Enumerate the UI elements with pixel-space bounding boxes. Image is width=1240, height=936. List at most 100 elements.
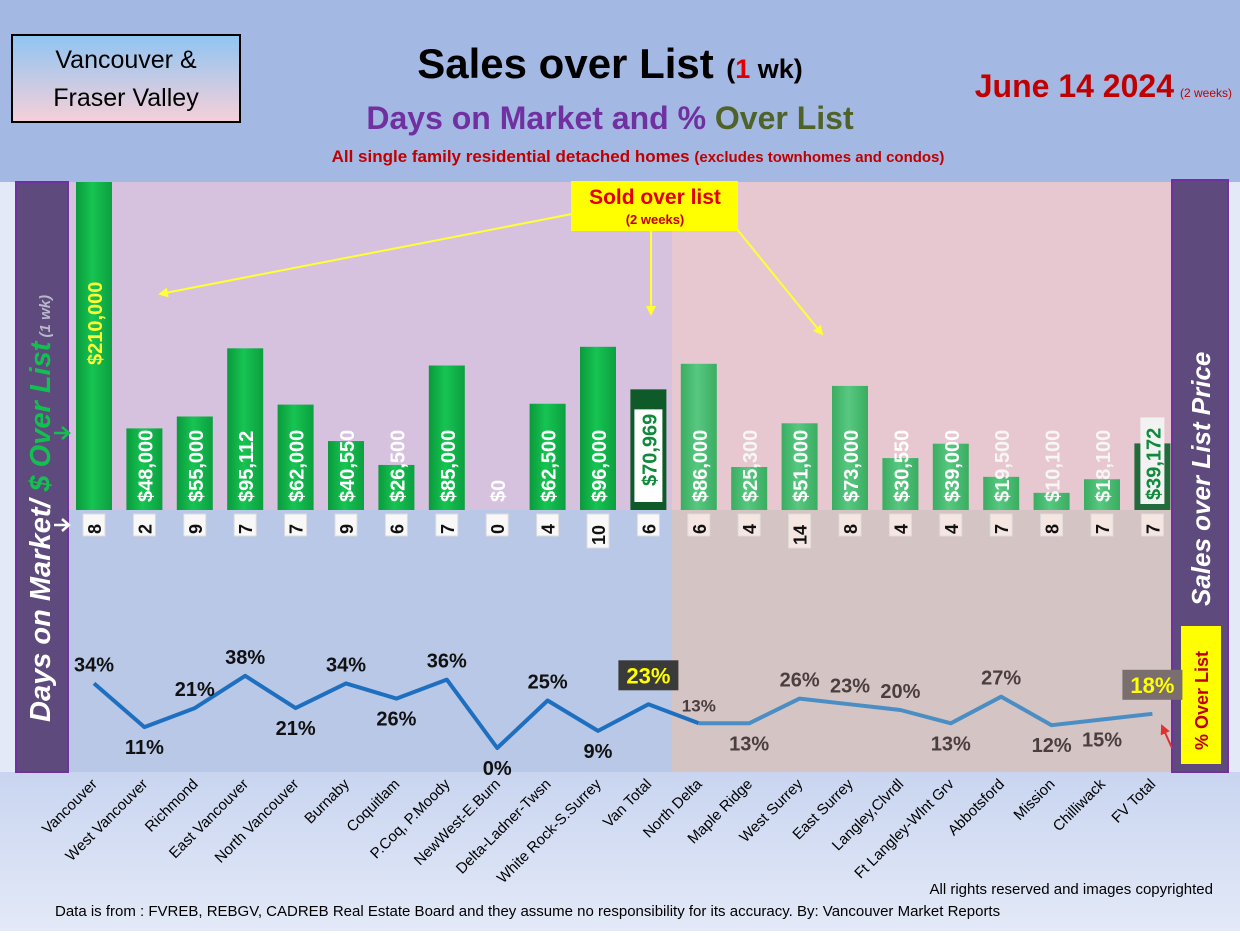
- bar-value-label: $19,500: [992, 430, 1014, 502]
- pct-label: 27%: [981, 668, 1021, 690]
- bar-value-label: $25,300: [740, 430, 762, 502]
- bar-8: [428, 365, 465, 510]
- pct-label: 38%: [225, 647, 265, 669]
- days-label: 7: [236, 524, 256, 534]
- pct-label: 21%: [276, 718, 316, 740]
- fv-bars-band: [672, 182, 1172, 510]
- bar-19: [983, 476, 1020, 510]
- days-box: [485, 513, 509, 537]
- days-label: 7: [992, 524, 1012, 534]
- days-label: 8: [85, 524, 105, 534]
- bar-value-label: $40,550: [337, 430, 359, 502]
- pct-label: 25%: [528, 672, 568, 694]
- pct-label: 18%: [1130, 673, 1174, 698]
- days-label: 8: [1043, 524, 1063, 534]
- report-date: June 14 2024 (2 weeks): [975, 68, 1232, 104]
- days-box: [586, 513, 610, 549]
- pct-label: 21%: [175, 679, 215, 701]
- days-label: 14: [791, 525, 811, 545]
- bar-value-label: $51,000: [791, 430, 813, 502]
- pct-label: 9%: [584, 741, 613, 763]
- region-box: Vancouver & Fraser Valley: [11, 34, 241, 123]
- days-box: [435, 513, 459, 537]
- chart-subtitle: Days on Market and % Over List: [366, 100, 854, 136]
- days-label: 7: [1143, 524, 1163, 534]
- pct-line-fraser-valley: [698, 694, 1153, 728]
- bar-value-label: $96,000: [589, 430, 611, 502]
- pct-label: 12%: [1032, 735, 1072, 757]
- bar-value-label: $86,000: [690, 430, 712, 502]
- van-line-band: [68, 510, 672, 772]
- copyright-note: All rights reserved and images copyright…: [930, 881, 1213, 898]
- pct-label: 0%: [483, 758, 512, 780]
- days-box: [989, 513, 1013, 537]
- bar-10: [529, 403, 566, 510]
- days-label: 4: [740, 524, 760, 534]
- callout-line1: Sold over list: [589, 186, 721, 209]
- left-axis-title: Days on Market/ $ Over List (1 wk): [25, 295, 57, 722]
- left-arrow-bars: [54, 426, 71, 440]
- days-label: 6: [690, 524, 710, 534]
- days-box: [838, 513, 862, 537]
- pct-label: 23%: [626, 663, 670, 688]
- bar-5: [277, 404, 314, 510]
- days-label: 7: [1093, 524, 1113, 534]
- bar-1: [76, 182, 112, 510]
- days-label: 7: [287, 524, 307, 534]
- pct-total-box: [1122, 669, 1183, 700]
- pct-badge-arrow: [1160, 724, 1173, 749]
- pct-label: 11%: [125, 737, 164, 759]
- bar-20: [1033, 492, 1070, 510]
- fv-line-band: [672, 510, 1172, 772]
- pct-label: 26%: [376, 709, 416, 731]
- days-label: 8: [841, 524, 861, 534]
- bar-4: [227, 348, 264, 510]
- bar-value-label: $85,000: [438, 430, 460, 502]
- days-label: 4: [539, 524, 559, 534]
- pct-label: 20%: [880, 681, 920, 703]
- bar-15: [781, 423, 818, 510]
- days-box: [233, 513, 257, 537]
- bar-value-label: $73,000: [841, 430, 863, 502]
- days-box: [788, 513, 812, 549]
- van-bars-band: [68, 182, 672, 510]
- days-label: 0: [488, 524, 508, 534]
- days-box: [1040, 513, 1064, 537]
- bar-17: [882, 458, 919, 510]
- days-box: [384, 513, 408, 537]
- pct-label: 13%: [931, 733, 971, 755]
- days-label: 10: [589, 525, 609, 545]
- bar-13: [680, 363, 717, 510]
- left-arrow-days: [54, 518, 71, 532]
- days-box: [334, 513, 358, 537]
- bar-value-label: $62,000: [287, 430, 309, 502]
- days-label: 6: [387, 524, 407, 534]
- bar-21: [1084, 479, 1120, 510]
- bar-value-label: $95,112: [236, 431, 258, 502]
- bar-value-label: $48,000: [135, 430, 157, 502]
- bar-value-label: $39,000: [942, 430, 964, 502]
- days-label: 7: [438, 524, 458, 534]
- days-box: [1090, 513, 1114, 537]
- bar-total-inset: [634, 409, 663, 502]
- bar-value-label: $10,100: [1043, 430, 1065, 502]
- pct-label: 13%: [729, 733, 769, 755]
- days-box: [82, 513, 106, 537]
- days-box: [737, 513, 761, 537]
- left-axis-panel: [15, 181, 69, 773]
- svg-text:% Over List: % Over List: [1192, 651, 1212, 750]
- bar-value-label: $210,000: [85, 282, 107, 365]
- bar-value-label: $62,500: [539, 430, 561, 502]
- pct-label: 34%: [74, 654, 114, 676]
- bar-7: [378, 464, 415, 510]
- days-box: [687, 513, 711, 537]
- days-label: 4: [942, 524, 962, 534]
- bar-11: [580, 346, 616, 510]
- pct-label: 36%: [427, 651, 467, 673]
- pct-label: 13%: [682, 696, 716, 715]
- bar-18: [932, 443, 969, 510]
- footer-band: [0, 772, 1240, 931]
- days-box: [183, 513, 207, 537]
